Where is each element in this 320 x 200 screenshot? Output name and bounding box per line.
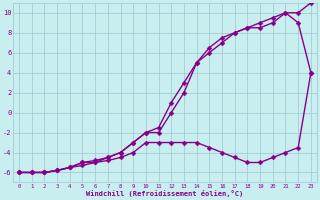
X-axis label: Windchill (Refroidissement éolien,°C): Windchill (Refroidissement éolien,°C) <box>86 190 244 197</box>
